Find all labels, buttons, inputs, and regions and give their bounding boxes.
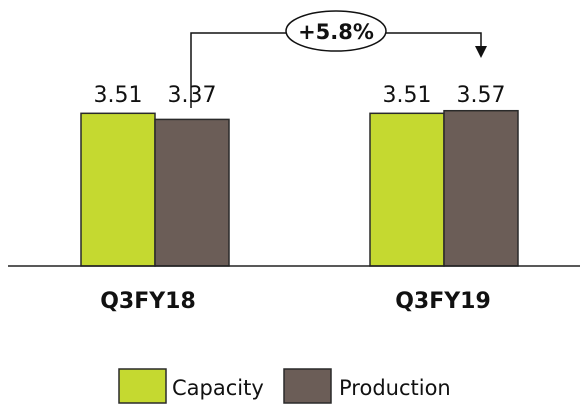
growth-badge bbox=[285, 10, 387, 52]
growth-connector-line bbox=[190, 32, 482, 108]
bar-q3fy19-production bbox=[443, 109, 519, 267]
legend-label-production: Production bbox=[339, 376, 451, 400]
bar-q3fy19-capacity bbox=[369, 112, 445, 267]
legend-label-capacity: Capacity bbox=[172, 376, 264, 400]
legend-swatch-production bbox=[283, 368, 332, 404]
growth-percentage-label: +5.8% bbox=[298, 20, 374, 44]
bar-q3fy18-capacity bbox=[80, 112, 156, 267]
value-labels-group: 3.51 3.37 3.51 3.57 bbox=[94, 83, 506, 108]
category-label-q3fy19: Q3FY19 bbox=[395, 289, 491, 314]
bars-group bbox=[80, 109, 519, 267]
category-label-q3fy18: Q3FY18 bbox=[100, 289, 196, 314]
value-label-q3fy19-production: 3.57 bbox=[457, 83, 506, 108]
value-label-q3fy18-production: 3.37 bbox=[168, 83, 217, 108]
value-label-q3fy19-capacity: 3.51 bbox=[383, 83, 432, 108]
growth-arrow-head bbox=[475, 46, 487, 58]
value-label-q3fy18-capacity: 3.51 bbox=[94, 83, 143, 108]
legend-swatch-capacity bbox=[118, 368, 167, 404]
bar-q3fy18-production bbox=[154, 118, 230, 267]
